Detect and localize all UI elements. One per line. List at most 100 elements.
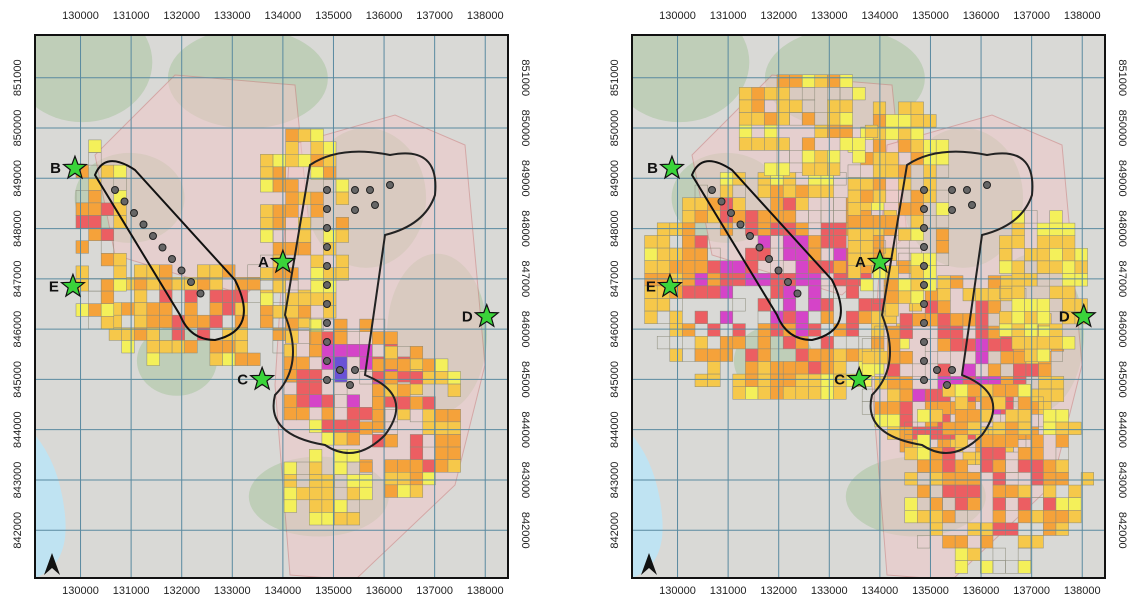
y-tick-label: 850000 [1116,110,1128,147]
cell [423,371,436,384]
cell [790,75,803,88]
cell [980,447,993,460]
cell [89,228,102,241]
cell [76,241,89,254]
cell [1006,409,1019,422]
cell [682,324,695,337]
cell [260,179,273,192]
cell [930,498,943,511]
cell [682,273,695,286]
y-tick-label: 849000 [609,160,621,197]
cell [943,472,956,485]
cell [840,113,853,126]
y-tick-label: 842000 [12,512,24,549]
cell [695,248,708,261]
cell [875,402,888,415]
cell [930,472,943,485]
cell [1075,261,1088,274]
cell [273,167,286,180]
cell [309,462,322,475]
cell [273,217,286,230]
cell [758,336,771,349]
cell [360,422,373,435]
cell [286,305,299,318]
cell [988,339,1001,352]
cell [1001,276,1014,289]
y-tick-label: 842000 [609,512,621,549]
cell [410,485,423,498]
x-tick-label: 131000 [113,10,150,22]
cell [311,293,324,306]
cell [924,115,937,128]
cell [1051,389,1064,402]
cell [861,190,874,203]
cell [298,129,311,142]
cell [385,472,398,485]
cell [968,548,981,561]
x-tick-label: 137000 [1013,585,1050,597]
turbine [709,187,716,194]
cell [323,142,336,155]
cell [764,113,777,126]
y-tick-label: 846000 [609,311,621,348]
x-tick-label: 134000 [265,585,302,597]
cell [802,138,815,151]
cell [1012,286,1025,299]
cell [372,332,385,345]
cell [968,523,981,536]
cell [808,185,821,198]
cell [1062,286,1075,299]
cell [114,279,127,292]
cell [1013,364,1026,377]
cell [938,276,951,289]
site-label: E [646,278,656,295]
cell [898,140,911,153]
cell [988,364,1001,377]
cell [448,384,461,397]
cell [905,472,918,485]
x-tick-label: 133000 [811,10,848,22]
cell [372,397,385,410]
x-tick-label: 132000 [163,10,200,22]
cell [1043,472,1056,485]
cell [89,203,102,216]
cell [840,125,853,138]
cell [657,298,670,311]
turbine [159,244,166,251]
cell [222,265,235,278]
y-tick-label: 849000 [519,160,531,197]
cell [764,125,777,138]
cell [1039,376,1052,389]
turbine [324,301,331,308]
cell [435,359,448,372]
cell [423,409,436,422]
turbine [121,198,128,205]
cell [846,349,859,362]
cell [298,305,311,318]
cell [410,397,423,410]
cell [1025,349,1038,362]
cell [410,346,423,359]
cell [695,198,708,211]
cell [1026,364,1039,377]
cell [733,387,746,400]
cell [1075,248,1088,261]
turbine [949,207,956,214]
cell [834,387,847,400]
cell [758,361,771,374]
cell [260,217,273,230]
cell [682,261,695,274]
x-tick-label: 138000 [1064,585,1101,597]
cell [336,217,349,230]
cell [1062,261,1075,274]
x-tick-label: 136000 [963,585,1000,597]
cell [273,154,286,167]
cell [758,210,771,223]
x-tick-label: 133000 [214,10,251,22]
cell [347,487,360,500]
cell [796,198,809,211]
y-tick-label: 849000 [1116,160,1128,197]
cell [385,434,398,447]
y-tick-label: 844000 [519,411,531,448]
cell [335,462,348,475]
